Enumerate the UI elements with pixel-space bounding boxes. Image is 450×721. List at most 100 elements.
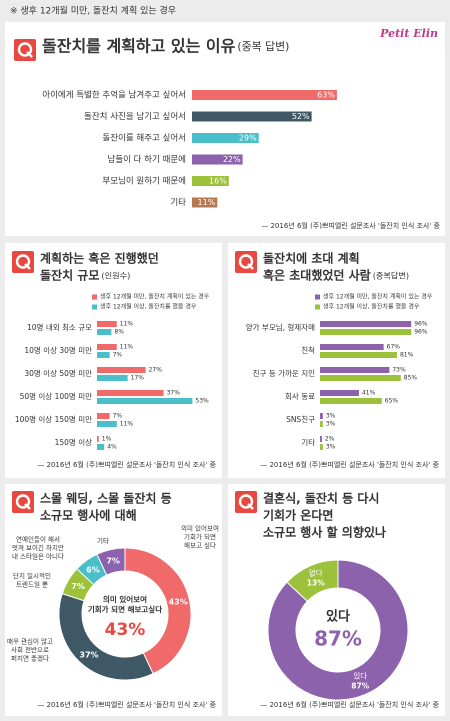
value-label: 96% (414, 329, 428, 336)
value-label: 3% (326, 421, 336, 428)
category-label: 있다 (353, 671, 367, 680)
value-label: 2% (325, 436, 335, 443)
value-label: 43% (169, 598, 188, 607)
category-label: 기타 (97, 536, 109, 545)
q-icon-tail (247, 263, 254, 270)
q-icon-tail (247, 503, 254, 510)
category-label: 100명 이상 150명 미만 (15, 414, 92, 424)
donut-slice (286, 559, 339, 602)
center-value: 87% (314, 627, 362, 651)
value-label: 29% (239, 134, 257, 143)
value-label: 16% (209, 177, 227, 186)
donut-slice (96, 547, 126, 576)
category-label: 내 스타일은 아니다 (12, 552, 64, 561)
donut-slice (267, 559, 409, 701)
bar (97, 390, 164, 396)
legend-label: 생후 12개월 이상, 돌잔치를 했을 경우 (100, 303, 197, 311)
panel (228, 243, 445, 478)
bar (320, 444, 323, 450)
value-label: 73% (392, 367, 406, 374)
category-label: 사회 전반으로 (11, 645, 49, 654)
value-label: 11% (120, 344, 134, 351)
bar (97, 367, 146, 373)
bar (320, 352, 397, 358)
q-icon-ring (17, 42, 33, 57)
category-label: 10명 이상 30명 미만 (24, 345, 92, 355)
value-label: 7% (71, 582, 85, 591)
category-label: 기타 (301, 438, 315, 447)
bar (97, 421, 117, 427)
category-label: 남들이 다 하기 때문에 (108, 154, 187, 165)
chart-title: 계획하는 혹은 진행했던 (40, 251, 159, 266)
bar (320, 367, 390, 373)
center-label: 의미 있어보여 (103, 594, 147, 604)
category-label: 부모님이 원하기 때문에 (102, 176, 186, 187)
chart-title: 기회가 온다면 (263, 508, 333, 523)
category-label: SNS친구 (286, 414, 315, 424)
category-label: 기타 (170, 198, 186, 208)
value-label: 67% (387, 344, 401, 351)
bar (192, 154, 243, 165)
logo: Petit Elin (379, 27, 438, 40)
bar (97, 344, 117, 350)
value-label: 63% (317, 91, 335, 100)
category-label: 돌잔치 사진을 남기고 싶어서 (84, 111, 186, 122)
center-label: 기회가 되면 해보고싶다 (88, 604, 162, 614)
category-label: 연예인들이 해서 (16, 535, 60, 544)
value-label: 27% (149, 367, 163, 374)
bar (320, 375, 401, 381)
chart-title: 돌잔치에 초대 계획 (263, 251, 360, 266)
q-icon-ring (238, 494, 254, 509)
panel (5, 22, 445, 236)
value-label: 1% (102, 436, 112, 443)
bar (192, 197, 218, 208)
chart-title: 돌잔치를 계획하고 있는 이유 (42, 37, 236, 56)
value-label: 65% (385, 398, 399, 405)
q-icon-tail (26, 51, 33, 58)
value-label: 11% (120, 321, 134, 328)
category-label: 퍼지면 좋겠다 (11, 654, 49, 663)
value-label: 4% (107, 444, 117, 451)
value-label: 81% (400, 352, 414, 359)
chart-title: 소규모 행사에 대해 (40, 508, 137, 523)
bar (320, 413, 323, 419)
legend-label: 생후 12개월 미만, 돌잔치 계획이 있는 경우 (100, 293, 210, 301)
category-label: 해보고 싶다 (184, 541, 216, 550)
category-label: 의미 있어보여 (181, 524, 219, 533)
source: — 2016년 6월 (주)쁘띠엘린 설문조사 '돌잔치 인식 조사' 중 (260, 460, 439, 469)
bar (320, 421, 323, 427)
value-label: 3% (326, 444, 336, 451)
category-label: 없다 (309, 569, 323, 578)
bar (97, 321, 117, 327)
legend-swatch (315, 304, 320, 310)
q-icon (12, 491, 34, 513)
category-label: 150명 이상 (55, 437, 92, 447)
bar (97, 436, 99, 442)
value-label: 52% (292, 112, 310, 121)
category-label: 회사 동료 (285, 392, 315, 401)
category-label: 기회가 되면 (184, 532, 216, 541)
donut-slice (124, 547, 192, 675)
legend-label: 생후 12개월 미만, 돌잔치 계획이 있는 경우 (323, 293, 433, 301)
q-icon-tail (24, 263, 31, 270)
value-label: 3% (326, 413, 336, 420)
bar (192, 176, 229, 186)
value-label: 6% (86, 565, 100, 574)
source: — 2016년 6월 (주)쁘띠엘린 설문조사 '돌잔치 인식 조사' 중 (37, 460, 216, 469)
legend-label: 생후 12개월 이상, 돌잔치를 했을 경우 (323, 303, 420, 311)
category-label: 단지 일시적인 (13, 571, 51, 580)
q-icon (14, 39, 36, 61)
value-label: 7% (113, 413, 123, 420)
chart-title: 혹은 초대했었던 사람 (263, 268, 371, 283)
q-icon (235, 491, 257, 513)
bar (97, 375, 128, 381)
bar (320, 344, 384, 350)
value-label: 37% (167, 390, 181, 397)
panel (5, 243, 222, 478)
category-label: 양가 부모님, 형제자매 (246, 323, 315, 332)
value-label: 7% (113, 352, 123, 359)
bar (192, 111, 312, 122)
source: — 2016년 6월 (주)쁘띠엘린 설문조사 '돌잔치 인식 조사' 중 (37, 700, 216, 709)
bar (320, 436, 322, 442)
